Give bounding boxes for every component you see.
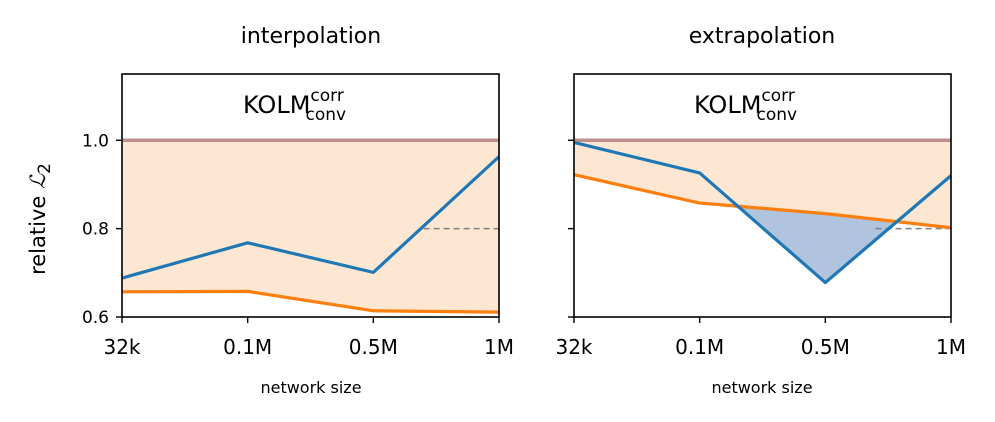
panel-annotation: KOLMcorr conv bbox=[694, 86, 797, 125]
series-fill-1 bbox=[122, 140, 499, 313]
panel-extrapolation: extrapolation 32k 0.1M 0.5M 1M network size K… bbox=[555, 24, 966, 397]
plot-frame bbox=[121, 73, 500, 318]
x-tick-label: 0.5M bbox=[349, 335, 398, 359]
series-fill-1 bbox=[574, 140, 951, 228]
panel-annotation: KOLMcorr conv bbox=[243, 86, 346, 125]
series-line-1 bbox=[573, 173, 952, 230]
plot-frame bbox=[573, 73, 952, 318]
x-tick-label: 1M bbox=[484, 335, 514, 359]
x-tick-label: 0.5M bbox=[801, 335, 850, 359]
y-tick-label: 1.0 bbox=[82, 131, 109, 151]
series-line-0 bbox=[121, 155, 501, 280]
x-tick-label: 0.1M bbox=[675, 335, 724, 359]
x-tick-label: 32k bbox=[103, 335, 140, 359]
x-axis-label: network size bbox=[711, 378, 812, 397]
panel-title: interpolation bbox=[241, 24, 381, 49]
x-tick-label: 32k bbox=[555, 335, 592, 359]
series-line-0 bbox=[573, 140, 953, 285]
y-tick-label: 0.8 bbox=[82, 220, 109, 240]
y-axis-label: relative ℒ2 bbox=[26, 163, 55, 275]
y-tick-label: 0.6 bbox=[82, 308, 109, 328]
panel-title: extrapolation bbox=[689, 24, 835, 49]
series-line-1 bbox=[121, 289, 500, 314]
x-tick-label: 1M bbox=[936, 335, 966, 359]
x-tick-label: 0.1M bbox=[223, 335, 272, 359]
x-axis-label: network size bbox=[260, 378, 361, 397]
panel-interpolation: interpolation relative ℒ2 32k 0.1M 0.5M 1M 0… bbox=[26, 24, 514, 397]
